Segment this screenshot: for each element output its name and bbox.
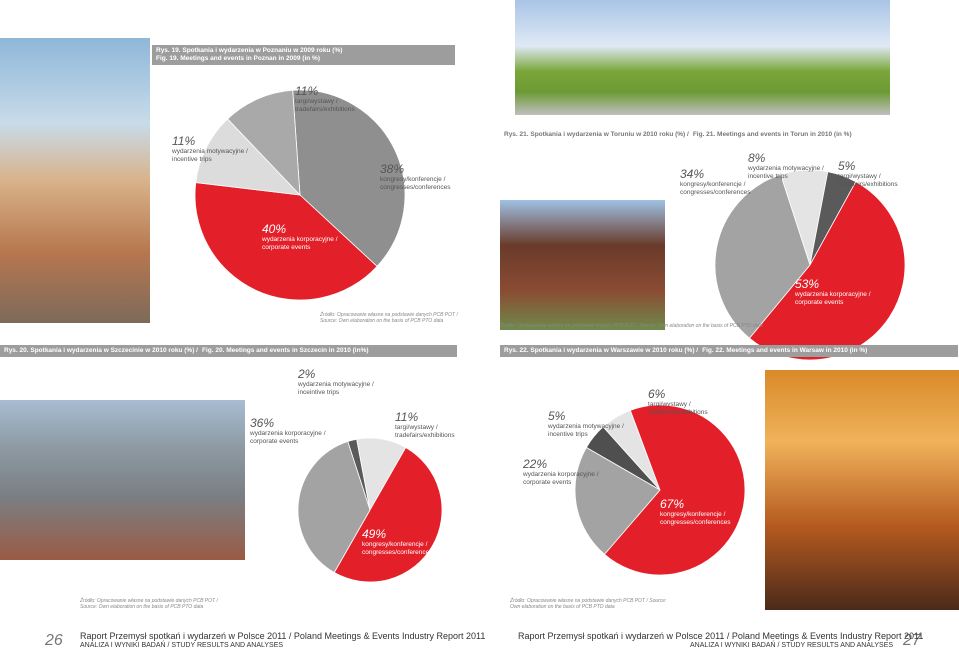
slice-value: 36% [250, 416, 275, 430]
slice-label: 11% targi/wystawy / tradefairs/exhibition… [295, 85, 355, 113]
chart-title-bar: Rys. 20. Spotkania i wydarzenia w Szczec… [0, 345, 457, 357]
slice-category: targi/wystawy / tradefairs/exhibitions [295, 98, 355, 113]
chart-title-bar: Rys. 19. Spotkania i wydarzenia w Poznan… [152, 45, 455, 65]
photo [0, 38, 150, 323]
slice-value: 5% [838, 159, 856, 173]
page-number: 27 [903, 632, 921, 649]
pie-slice [714, 174, 811, 339]
chart-title: Rys. 19. Spotkania i wydarzenia w Poznan… [156, 47, 343, 54]
slice-label: 53% wydarzenia korporacyjne / corporate e… [795, 278, 871, 306]
slice-label: 40% wydarzenia korporacyjne / corporate e… [262, 223, 338, 251]
slice-label: 22% wydarzenia korporacyjne / corporate e… [523, 458, 599, 486]
slice-category: wydarzenia korporacyjne / corporate even… [795, 291, 871, 306]
slice-value: 2% [298, 367, 316, 381]
slice-value: 6% [648, 387, 666, 401]
slice-label: 6% targi/wystawy / tradefairs/exhibitions [648, 388, 708, 416]
slice-category: kongresy/konferencje / congresses/confer… [660, 511, 731, 526]
slice-category: kongresy/konferencje / congresses/confer… [680, 181, 751, 196]
chart-subtitle: Fig. 21. Meetings and events in Torun in… [692, 131, 852, 138]
pie-slice [227, 89, 301, 197]
slice-label: 2% wydarzenia motywacyjne / inceintive tr… [298, 368, 374, 396]
slice-category: wydarzenia korporacyjne / corporate even… [250, 430, 326, 445]
pie-slice [194, 182, 378, 301]
slice-category: wydarzenia korporacyjne / corporate even… [262, 236, 338, 251]
slice-category: wydarzenia motywacyjne / incentive trips [748, 165, 824, 180]
chart-title: Rys. 22. Spotkania i wydarzenia w Warsza… [504, 347, 699, 354]
section-title: ANALIZA I WYNIKI BADAŃ / STUDY RESULTS A… [690, 642, 894, 649]
slice-value: 8% [748, 151, 766, 165]
slice-category: targi/wystawy / tradefairs/exhibitions [648, 401, 708, 416]
report-title: Raport Przemysł spotkań i wydarzeń w Pol… [518, 631, 924, 641]
chart-subtitle: Fig. 20. Meetings and events in Szczecin… [202, 347, 369, 354]
chart-title: Rys. 20. Spotkania i wydarzenia w Szczec… [4, 347, 198, 354]
source-note: Źródło: Opracowanie własne na podstawie … [80, 598, 218, 610]
report-title: Raport Przemysł spotkań i wydarzeń w Pol… [80, 631, 486, 641]
slice-label: 38% kongresy/konferencje / congresses/con… [380, 163, 450, 191]
slice-label: 11% wydarzenia motywacyjne / incentive tr… [172, 135, 248, 163]
slice-label: 34% kongresy/konferencje / congresses/con… [680, 168, 750, 196]
chart-title: Rys. 21. Spotkania i wydarzenia w Toruni… [504, 131, 689, 138]
photo [500, 200, 665, 330]
chart-subtitle: Fig. 19. Meetings and events in Poznan i… [156, 55, 320, 62]
photo [515, 0, 890, 115]
slice-label: 67% kongresy/konferencje / congresses/con… [660, 498, 730, 526]
pie-slice [748, 181, 906, 361]
slice-value: 38% [380, 162, 405, 176]
slice-value: 22% [523, 457, 548, 471]
pie-slice [603, 404, 746, 576]
slice-value: 11% [295, 84, 319, 98]
slice-label: 5% targi/wystawy / tradefairs/exhibitions [838, 160, 898, 188]
source-note: Źródło: Opracowanie własne na podstawie … [500, 323, 763, 329]
slice-category: targi/wystawy / tradefairs/exhibitions [838, 173, 898, 188]
slice-category: kongresy/konferencje / congresses/confer… [380, 176, 451, 191]
slice-category: wydarzenia korporacyjne / corporate even… [523, 471, 599, 486]
slice-value: 53% [795, 277, 820, 291]
page-number: 26 [45, 632, 63, 649]
slice-category: wydarzenia motywacyjne / incentive trips [172, 148, 248, 163]
slice-category: wydarzenia motywacyjne / incentive trips [548, 423, 624, 438]
slice-label: 8% wydarzenia motywacyjne / incentive tri… [748, 152, 824, 180]
slice-category: wydarzenia motywacyjne / inceintive trip… [298, 381, 374, 396]
source-note: Źródło: Opracowanie własne na podstawie … [510, 598, 667, 610]
pie-slice [297, 441, 371, 574]
slice-value: 11% [395, 410, 419, 424]
slice-label: 11% targi/wystawy / tradefairs/exhibition… [395, 411, 455, 439]
slice-label: 36% wydarzenia korporacyjne / corporate e… [250, 417, 326, 445]
photo [765, 370, 959, 610]
section-title: ANALIZA I WYNIKI BADAŃ / STUDY RESULTS A… [80, 642, 284, 649]
slice-value: 34% [680, 167, 705, 181]
source-note: Źródło: Opracowanie własne na podstawie … [320, 312, 458, 324]
slice-category: kongresy/konferencje / congresses/confer… [362, 541, 433, 556]
slice-label: 5% wydarzenia motywacyjne / incentive tri… [548, 410, 624, 438]
slice-value: 67% [660, 497, 685, 511]
slice-value: 11% [172, 134, 196, 148]
slice-category: targi/wystawy / tradefairs/exhibitions [395, 424, 455, 439]
slice-value: 5% [548, 409, 566, 423]
chart-title-bar: Rys. 21. Spotkania i wydarzenia w Toruni… [500, 129, 890, 141]
chart-subtitle: Fig. 22. Meetings and events in Warsaw i… [702, 347, 868, 354]
pie-slice [574, 446, 661, 555]
slice-label: 49% kongresy/konferencje / congresses/con… [362, 528, 432, 556]
photo [0, 400, 245, 560]
slice-value: 40% [262, 222, 287, 236]
pie-slice [292, 89, 406, 267]
pie-slice [333, 446, 443, 583]
chart-title-bar: Rys. 22. Spotkania i wydarzenia w Warsza… [500, 345, 958, 357]
pie-slice [195, 118, 302, 196]
slice-value: 49% [362, 527, 387, 541]
